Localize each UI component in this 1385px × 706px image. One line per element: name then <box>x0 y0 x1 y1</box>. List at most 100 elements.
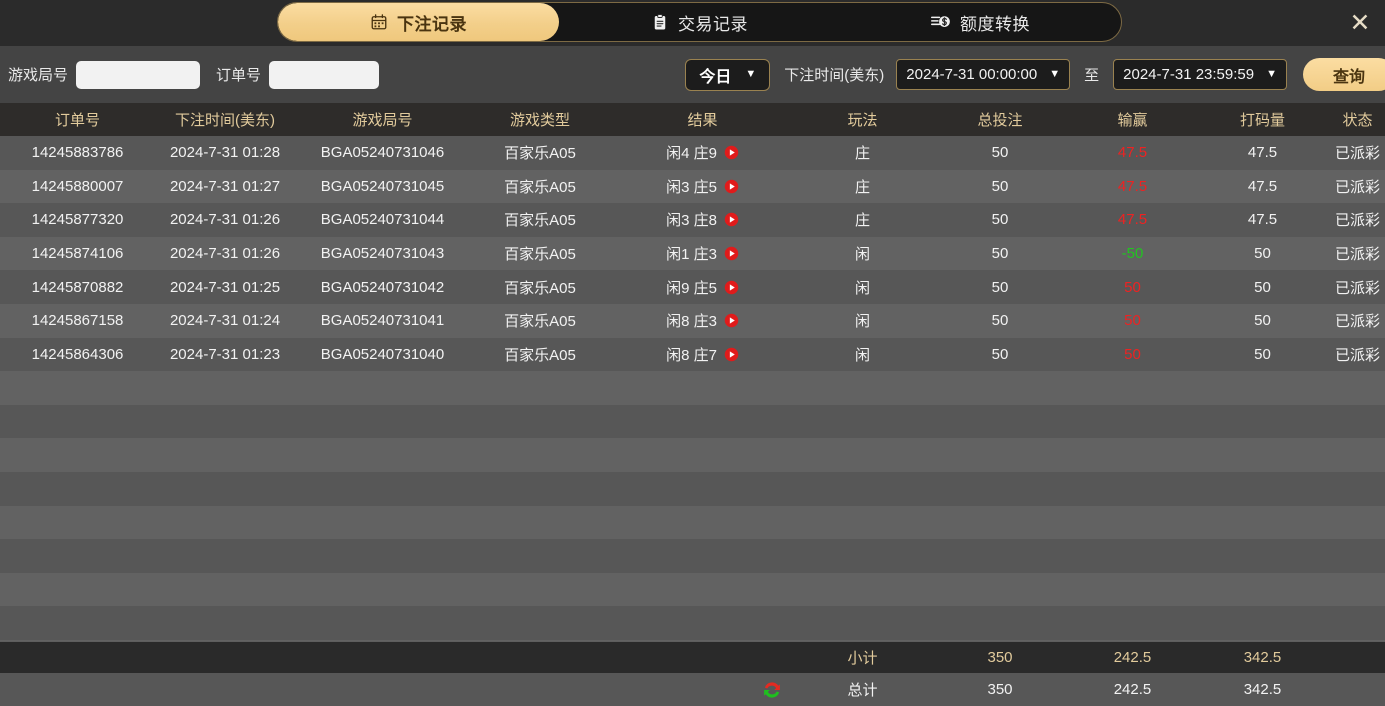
tab-label: 下注记录 <box>397 14 467 34</box>
subtotal-label: 小计 <box>847 650 878 667</box>
cell-play: 闲 <box>854 346 870 364</box>
cell-total-bet: 50 <box>991 144 1009 162</box>
cell-game-round: BGA05240731041 <box>320 312 445 330</box>
cell-order-no: 14245867158 <box>31 312 124 330</box>
grand-turnover: 342.5 <box>1243 681 1282 698</box>
result-text: 闲3 庄5 <box>666 178 717 196</box>
result-text: 闲8 庄3 <box>666 313 717 331</box>
tab-credit-transfer[interactable]: 额度转换 <box>840 3 1121 41</box>
date-range-preset-select[interactable]: 今日 ▼ <box>685 58 771 91</box>
grand-total-row: 总计 350 242.5 342.5 <box>0 673 1385 706</box>
cell-total-bet: 50 <box>991 245 1009 263</box>
date-range-preset-value: 今日 <box>699 68 732 86</box>
table-row[interactable]: 14245864306 2024-7-31 01:23 BGA05240731040… <box>0 337 1385 372</box>
cell-win-loss: -50 <box>1121 245 1144 263</box>
cell-total-bet: 50 <box>991 177 1009 195</box>
cell-win-loss: 47.5 <box>1117 144 1148 162</box>
cell-status: 已派彩 <box>1334 246 1380 264</box>
tab-transaction-history[interactable]: 交易记录 <box>559 3 840 41</box>
cell-game-type: 百家乐A05 <box>504 346 576 364</box>
table-row-empty <box>0 505 1385 540</box>
subtotal-turnover: 342.5 <box>1243 649 1282 666</box>
cell-result: 闲4 庄9 <box>610 142 795 163</box>
table-body: 14245883786 2024-7-31 01:28 BGA05240731046… <box>0 136 1385 641</box>
date-to-picker[interactable]: 2024-7-31 23:59:59 ▼ <box>1113 59 1287 90</box>
grand-total-bet: 350 <box>987 681 1013 698</box>
result-text: 闲4 庄9 <box>666 145 717 163</box>
cell-bet-time: 2024-7-31 01:28 <box>169 144 281 162</box>
table-row[interactable]: 14245874106 2024-7-31 01:26 BGA05240731043… <box>0 236 1385 271</box>
table-row-empty <box>0 371 1385 405</box>
cell-win-loss: 50 <box>1124 345 1141 363</box>
play-replay-icon[interactable] <box>724 313 739 328</box>
cell-bet-time: 2024-7-31 01:26 <box>169 245 281 263</box>
grand-total-label: 总计 <box>847 682 878 699</box>
money-exchange-icon <box>931 13 951 31</box>
cell-total-bet: 50 <box>991 278 1009 296</box>
cell-result: 闲8 庄3 <box>610 310 795 331</box>
result-text: 闲8 庄7 <box>666 346 717 364</box>
table-row[interactable]: 14245877320 2024-7-31 01:26 BGA05240731044… <box>0 203 1385 237</box>
table-header: 订单号 下注时间(美东) 游戏局号 游戏类型 结果 玩法 总投注 输赢 打码量 状态 <box>0 103 1385 136</box>
table-row[interactable]: 14245883786 2024-7-31 01:28 BGA05240731046… <box>0 136 1385 170</box>
play-replay-icon[interactable] <box>724 145 739 160</box>
cell-play: 闲 <box>854 313 870 331</box>
cell-status: 已派彩 <box>1334 346 1380 364</box>
date-to-value: 2024-7-31 23:59:59 <box>1123 66 1255 83</box>
play-replay-icon[interactable] <box>724 280 739 295</box>
cell-win-loss: 47.5 <box>1117 211 1148 229</box>
subtotal-row: 小计 350 242.5 342.5 <box>0 641 1385 673</box>
cell-turnover: 47.5 <box>1247 211 1278 229</box>
bet-time-label: 下注时间(美东) <box>784 67 885 84</box>
result-text: 闲9 庄5 <box>666 279 717 297</box>
cell-total-bet: 50 <box>991 312 1009 330</box>
cell-game-type: 百家乐A05 <box>504 178 576 196</box>
cell-win-loss: 50 <box>1124 312 1141 330</box>
date-from-picker[interactable]: 2024-7-31 00:00:00 ▼ <box>896 59 1071 90</box>
play-replay-icon[interactable] <box>724 212 739 227</box>
tab-label: 交易记录 <box>678 14 748 34</box>
cell-order-no: 14245870882 <box>31 278 124 296</box>
cell-play: 庄 <box>854 212 870 230</box>
chevron-down-icon: ▼ <box>745 68 757 80</box>
cell-bet-time: 2024-7-31 01:25 <box>169 278 281 296</box>
chevron-down-icon: ▼ <box>1049 68 1061 80</box>
result-text: 闲1 庄3 <box>666 246 717 264</box>
order-no-input[interactable] <box>269 60 380 89</box>
table-row-empty <box>0 639 1385 641</box>
tab-label: 额度转换 <box>960 14 1030 34</box>
cell-game-type: 百家乐A05 <box>504 145 576 163</box>
cell-play: 庄 <box>854 178 870 196</box>
cell-result: 闲3 庄8 <box>610 209 795 230</box>
table-row[interactable]: 14245867158 2024-7-31 01:24 BGA05240731041… <box>0 303 1385 338</box>
cell-turnover: 50 <box>1254 345 1271 363</box>
table-row-empty <box>0 471 1385 506</box>
tab-bar: 下注记录 交易记录 额度转换 <box>277 2 1122 42</box>
table-row-empty <box>0 539 1385 573</box>
cell-status: 已派彩 <box>1334 313 1380 331</box>
table-row[interactable]: 14245870882 2024-7-31 01:25 BGA05240731042… <box>0 270 1385 304</box>
column-header: 总投注 <box>977 112 1023 129</box>
query-button[interactable]: 查询 <box>1303 58 1385 91</box>
cell-total-bet: 50 <box>991 211 1009 229</box>
play-replay-icon[interactable] <box>724 179 739 194</box>
cell-turnover: 50 <box>1254 312 1271 330</box>
cell-turnover: 47.5 <box>1247 144 1278 162</box>
table-row[interactable]: 14245880007 2024-7-31 01:27 BGA05240731045… <box>0 169 1385 204</box>
game-round-input[interactable] <box>76 60 201 89</box>
cell-turnover: 50 <box>1254 245 1271 263</box>
column-header: 游戏类型 <box>509 112 570 129</box>
play-replay-icon[interactable] <box>724 246 739 261</box>
cell-game-round: BGA05240731043 <box>320 245 445 263</box>
play-replay-icon[interactable] <box>724 347 739 362</box>
cell-game-type: 百家乐A05 <box>504 313 576 331</box>
cell-game-round: BGA05240731046 <box>320 144 445 162</box>
cell-bet-time: 2024-7-31 01:23 <box>169 345 281 363</box>
subtotal-total-bet: 350 <box>987 649 1013 666</box>
cell-win-loss: 50 <box>1124 278 1141 296</box>
refresh-sync-icon[interactable] <box>610 679 795 701</box>
cell-play: 闲 <box>854 246 870 264</box>
close-icon[interactable]: ✕ <box>1349 8 1371 37</box>
tab-bet-history[interactable]: 下注记录 <box>278 3 559 41</box>
